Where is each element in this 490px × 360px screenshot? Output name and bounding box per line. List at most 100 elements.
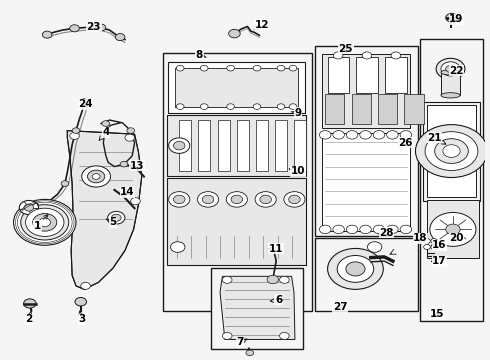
Bar	[256, 120, 268, 171]
Bar	[294, 120, 306, 171]
Text: 24: 24	[78, 99, 93, 109]
Circle shape	[72, 128, 80, 134]
Bar	[404, 94, 424, 124]
Circle shape	[102, 121, 110, 126]
Text: 3: 3	[78, 311, 85, 324]
Circle shape	[200, 104, 208, 109]
Circle shape	[255, 192, 276, 207]
Circle shape	[31, 203, 39, 208]
Text: 7: 7	[237, 337, 247, 347]
Circle shape	[425, 132, 478, 171]
Text: 27: 27	[333, 302, 347, 312]
Circle shape	[277, 104, 285, 109]
Circle shape	[125, 134, 135, 141]
Circle shape	[443, 145, 460, 157]
Circle shape	[75, 297, 87, 306]
Bar	[356, 57, 378, 93]
Circle shape	[333, 131, 344, 139]
Circle shape	[231, 195, 243, 204]
Circle shape	[435, 139, 468, 163]
Circle shape	[24, 204, 34, 211]
Text: 13: 13	[129, 161, 144, 171]
Circle shape	[108, 211, 125, 224]
Circle shape	[176, 66, 184, 71]
Text: 20: 20	[449, 233, 464, 243]
Bar	[167, 115, 306, 176]
Bar	[315, 46, 418, 237]
Text: 2: 2	[25, 311, 32, 324]
Polygon shape	[67, 131, 142, 289]
Bar	[325, 94, 344, 124]
Circle shape	[400, 131, 412, 139]
Text: 22: 22	[449, 66, 464, 76]
Circle shape	[441, 62, 460, 76]
Circle shape	[82, 166, 111, 187]
Circle shape	[226, 192, 247, 207]
Bar	[426, 105, 476, 197]
Circle shape	[431, 239, 438, 243]
Bar	[322, 133, 410, 231]
Text: 4: 4	[99, 127, 109, 140]
Circle shape	[360, 225, 371, 234]
Circle shape	[70, 25, 79, 32]
Circle shape	[19, 201, 39, 215]
Circle shape	[25, 208, 64, 237]
Circle shape	[346, 225, 358, 234]
Text: 16: 16	[432, 240, 447, 250]
Ellipse shape	[441, 93, 460, 98]
Bar	[441, 72, 460, 95]
Text: 23: 23	[87, 22, 101, 32]
Bar	[237, 120, 249, 171]
Bar	[322, 54, 410, 128]
Circle shape	[88, 170, 105, 183]
Text: 26: 26	[399, 138, 413, 148]
Circle shape	[400, 225, 412, 234]
Text: 14: 14	[120, 187, 135, 197]
Bar	[179, 120, 191, 171]
Bar	[423, 102, 480, 201]
Circle shape	[246, 350, 254, 356]
Circle shape	[227, 66, 234, 71]
Bar	[168, 62, 305, 113]
Text: 8: 8	[196, 50, 206, 60]
Bar	[167, 178, 306, 265]
Circle shape	[171, 242, 185, 252]
Circle shape	[173, 141, 185, 150]
Text: 28: 28	[379, 228, 394, 238]
Circle shape	[373, 131, 385, 139]
Circle shape	[360, 131, 371, 139]
Bar	[426, 201, 479, 258]
Circle shape	[80, 99, 88, 104]
Circle shape	[39, 218, 50, 226]
Bar	[211, 268, 303, 349]
Circle shape	[431, 244, 438, 249]
Text: 9: 9	[291, 108, 301, 118]
Text: 15: 15	[430, 309, 444, 319]
Circle shape	[253, 66, 261, 71]
Circle shape	[14, 199, 76, 245]
Text: 6: 6	[270, 295, 282, 305]
Bar	[218, 120, 230, 171]
Bar	[378, 94, 397, 124]
Circle shape	[284, 192, 305, 207]
Text: 18: 18	[413, 233, 427, 243]
Circle shape	[328, 248, 383, 289]
Circle shape	[61, 181, 69, 186]
Bar	[198, 120, 210, 171]
Circle shape	[289, 66, 297, 71]
Text: 21: 21	[427, 133, 446, 144]
Circle shape	[222, 332, 232, 339]
Circle shape	[70, 132, 79, 139]
Circle shape	[169, 192, 190, 207]
Circle shape	[424, 244, 430, 249]
Bar	[163, 53, 312, 311]
Circle shape	[173, 195, 185, 204]
Circle shape	[253, 104, 261, 109]
Circle shape	[131, 198, 140, 205]
Circle shape	[277, 66, 285, 71]
Circle shape	[289, 195, 300, 204]
Circle shape	[92, 174, 100, 179]
Text: 11: 11	[269, 244, 283, 254]
Circle shape	[387, 131, 398, 139]
Bar	[315, 238, 418, 311]
